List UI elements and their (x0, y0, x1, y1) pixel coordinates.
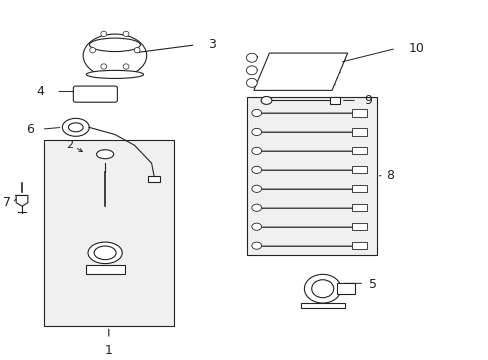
Bar (44, 140, 173, 327)
Bar (351, 223, 366, 230)
Ellipse shape (134, 48, 140, 53)
Ellipse shape (311, 280, 333, 298)
Bar (351, 242, 366, 249)
Text: 1: 1 (104, 343, 113, 356)
Bar (351, 204, 366, 211)
Bar (329, 97, 340, 104)
Text: 2: 2 (66, 140, 73, 150)
Ellipse shape (88, 242, 122, 264)
Text: 10: 10 (407, 42, 423, 55)
Ellipse shape (251, 109, 261, 117)
Ellipse shape (68, 123, 83, 132)
Ellipse shape (251, 204, 261, 211)
Ellipse shape (90, 48, 96, 53)
Ellipse shape (62, 118, 89, 136)
Ellipse shape (251, 166, 261, 174)
Bar (337, 283, 354, 294)
Ellipse shape (251, 223, 261, 230)
Bar (351, 166, 366, 174)
Ellipse shape (101, 64, 106, 69)
Text: 9: 9 (364, 94, 371, 107)
Bar (85, 265, 124, 274)
Bar (351, 147, 366, 154)
Bar (351, 109, 366, 117)
Ellipse shape (261, 96, 271, 104)
Ellipse shape (83, 34, 146, 77)
Text: 5: 5 (368, 278, 376, 291)
Ellipse shape (251, 147, 261, 154)
Ellipse shape (101, 31, 106, 37)
Ellipse shape (123, 64, 129, 69)
Bar (351, 185, 366, 192)
Ellipse shape (89, 38, 140, 51)
Ellipse shape (246, 53, 257, 62)
Ellipse shape (246, 78, 257, 87)
Ellipse shape (251, 242, 261, 249)
Text: 8: 8 (386, 169, 393, 182)
Polygon shape (253, 53, 347, 90)
Ellipse shape (304, 274, 340, 303)
Ellipse shape (246, 66, 257, 75)
Ellipse shape (86, 71, 143, 78)
Bar (246, 97, 376, 255)
Text: 6: 6 (26, 123, 34, 136)
Text: 4: 4 (36, 85, 44, 98)
Ellipse shape (96, 150, 113, 159)
Ellipse shape (94, 246, 116, 260)
Ellipse shape (123, 31, 129, 37)
Bar (351, 129, 366, 135)
Ellipse shape (251, 185, 261, 192)
Text: 7: 7 (3, 196, 11, 209)
Ellipse shape (251, 129, 261, 135)
FancyBboxPatch shape (73, 86, 117, 102)
Bar (148, 176, 160, 182)
Bar (300, 303, 344, 309)
Text: 3: 3 (207, 38, 215, 51)
